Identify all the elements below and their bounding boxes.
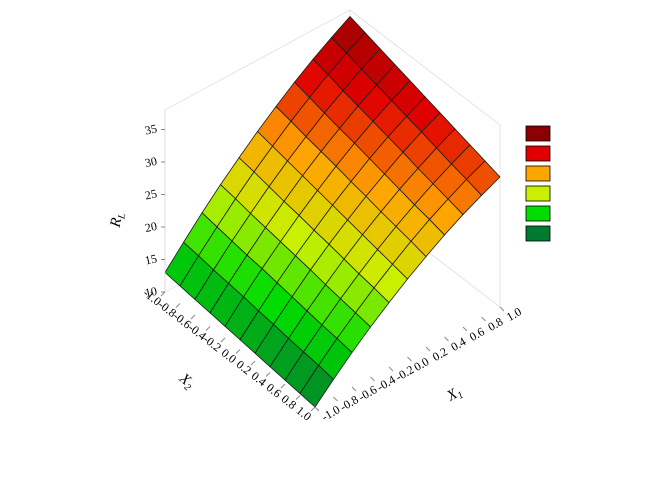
- y-tick: [280, 383, 286, 389]
- z-tick-label: 15: [144, 251, 159, 267]
- z-tick-label: 10: [144, 284, 159, 300]
- legend-swatch: [525, 185, 551, 202]
- x-tick: [407, 356, 412, 362]
- y-tick: [265, 372, 271, 377]
- x-tick-label: 0.2: [430, 344, 450, 364]
- x-tick: [333, 396, 338, 402]
- y-tick: [190, 314, 196, 320]
- z-axis-title-text: R: [108, 216, 126, 229]
- y-tick: [220, 337, 226, 343]
- y-axis-title: X2: [174, 370, 197, 393]
- x-tick: [370, 376, 375, 382]
- x-tick-label: 1.0: [504, 304, 524, 324]
- legend-swatch: [525, 225, 551, 242]
- x-tick: [499, 306, 505, 312]
- x-tick: [462, 326, 468, 332]
- y-tick-label: 0.0: [219, 346, 239, 366]
- y-tick: [175, 303, 181, 308]
- z-tick-label: 35: [144, 121, 159, 137]
- x-tick: [425, 346, 431, 352]
- x-tick: [444, 336, 449, 342]
- z-tick-label: 20: [144, 219, 159, 235]
- y-tick-label: 0.4: [249, 369, 269, 389]
- legend: [525, 125, 551, 242]
- y-tick-label: 0.8: [279, 392, 299, 412]
- x-tick: [481, 316, 486, 322]
- x-tick: [314, 406, 320, 412]
- y-axis-title-sub: 2: [182, 382, 193, 394]
- x-tick: [351, 386, 357, 392]
- z-axis-title: RL: [108, 211, 129, 231]
- legend-swatch: [525, 145, 551, 162]
- legend-swatch: [525, 205, 551, 222]
- x-tick-label: 0.6: [467, 324, 487, 344]
- y-tick: [310, 406, 316, 412]
- surface-cell: [299, 364, 334, 408]
- y-tick-label: 0.2: [234, 357, 254, 377]
- x-tick-label: 0.0: [411, 354, 431, 374]
- y-tick: [235, 349, 241, 354]
- legend-swatch: [525, 165, 551, 182]
- box-edge: [349, 9, 501, 126]
- z-tick-label: 25: [144, 186, 159, 202]
- surface: [164, 16, 501, 408]
- y-tick: [160, 291, 166, 297]
- x-tick-label: 0.4: [448, 334, 468, 354]
- x-tick: [388, 366, 394, 372]
- z-axis-title-sub: L: [117, 212, 129, 221]
- box-edge: [164, 9, 351, 111]
- y-tick-label: 0.6: [264, 380, 284, 400]
- y-tick: [250, 360, 256, 366]
- y-tick: [295, 395, 301, 400]
- x-axis-title-sub: 1: [456, 390, 466, 402]
- z-tick-label: 30: [144, 154, 159, 170]
- y-tick: [205, 326, 211, 331]
- legend-swatch: [525, 125, 551, 142]
- x-axis-title: X1: [444, 384, 466, 407]
- x-tick-label: 0.8: [485, 314, 505, 334]
- y-tick-label: 1.0: [294, 403, 314, 423]
